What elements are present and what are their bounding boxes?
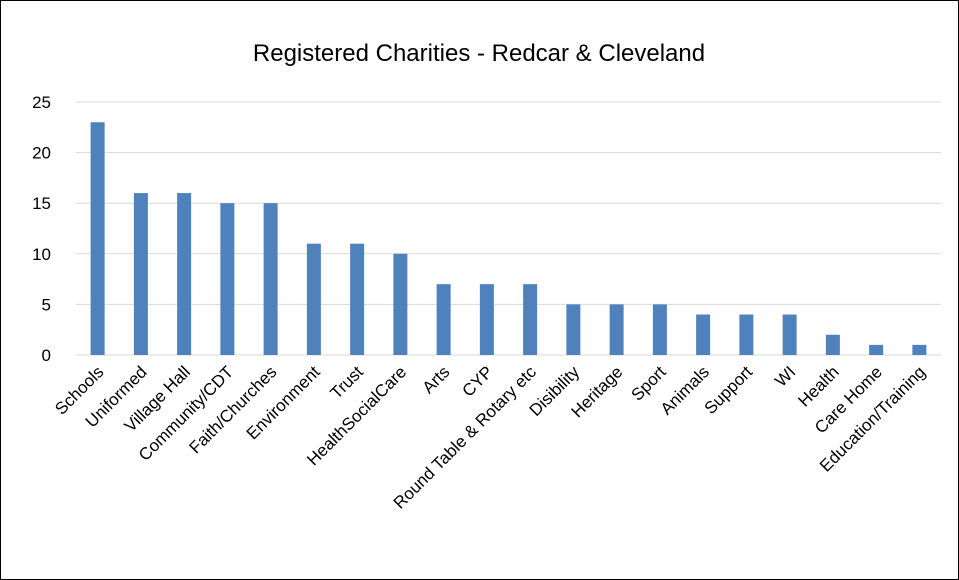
bar <box>696 314 711 355</box>
chart-title: Registered Charities - Redcar & Clevelan… <box>253 40 705 67</box>
y-tick-label: 20 <box>32 144 51 163</box>
bar <box>350 243 365 355</box>
y-tick-label: 25 <box>32 93 51 112</box>
bar <box>869 344 884 355</box>
bar <box>436 284 451 355</box>
y-tick-label: 5 <box>42 295 51 314</box>
bar <box>912 344 927 355</box>
bar <box>523 284 538 355</box>
y-axis-ticks: 0 5 10 15 20 25 <box>32 93 51 365</box>
bar <box>393 253 408 355</box>
bar <box>306 243 321 355</box>
bar <box>652 304 667 355</box>
bar <box>263 203 278 355</box>
bar <box>133 193 148 355</box>
x-tick-label: Trust <box>327 362 368 403</box>
bar <box>825 334 840 355</box>
y-tick-label: 10 <box>32 245 51 264</box>
bar <box>479 284 494 355</box>
bar <box>782 314 797 355</box>
x-tick-label: Support <box>701 362 757 418</box>
x-tick-label: WI <box>771 362 799 390</box>
bar <box>739 314 754 355</box>
bar <box>609 304 624 355</box>
x-tick-label: Arts <box>419 362 454 397</box>
y-tick-label: 0 <box>42 346 51 365</box>
bar <box>90 122 105 356</box>
bar <box>566 304 581 355</box>
bars <box>90 122 927 356</box>
y-tick-label: 15 <box>32 194 51 213</box>
bar <box>220 203 235 355</box>
gridlines <box>76 101 941 356</box>
x-tick-label: CYP <box>459 362 497 400</box>
bar <box>177 193 192 355</box>
x-tick-label: Animals <box>657 362 713 418</box>
